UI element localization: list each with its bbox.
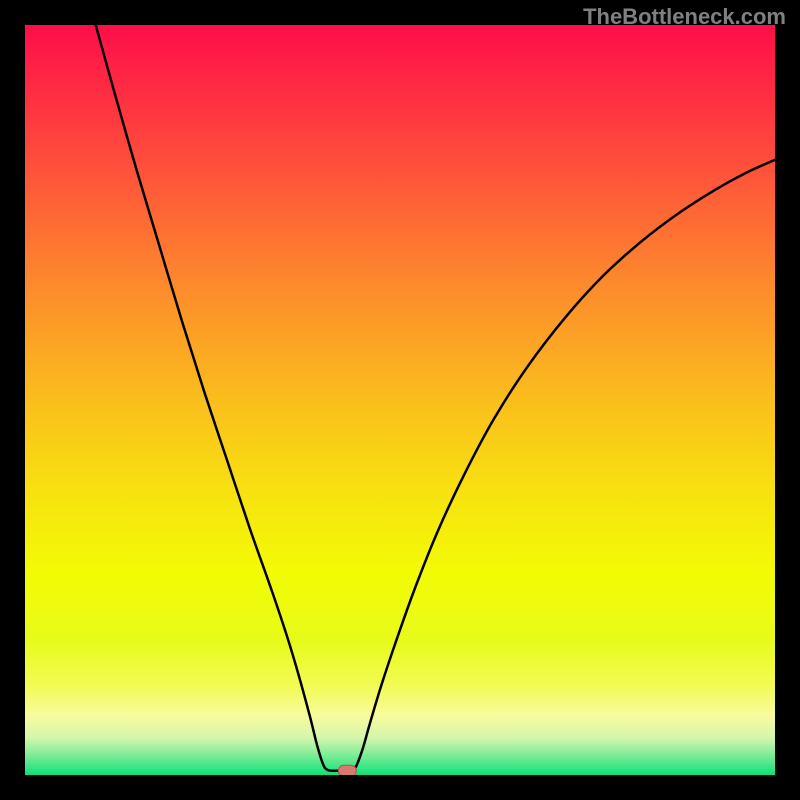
bottleneck-chart [0, 0, 800, 800]
watermark-text: TheBottleneck.com [583, 4, 786, 30]
plot-background [24, 24, 776, 776]
optimal-marker [338, 765, 356, 776]
chart-root: { "watermark": { "text": "TheBottleneck.… [0, 0, 800, 800]
